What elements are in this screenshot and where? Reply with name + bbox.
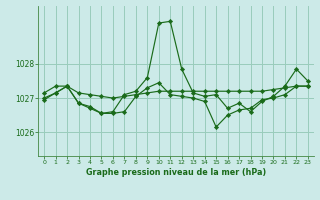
X-axis label: Graphe pression niveau de la mer (hPa): Graphe pression niveau de la mer (hPa): [86, 168, 266, 177]
